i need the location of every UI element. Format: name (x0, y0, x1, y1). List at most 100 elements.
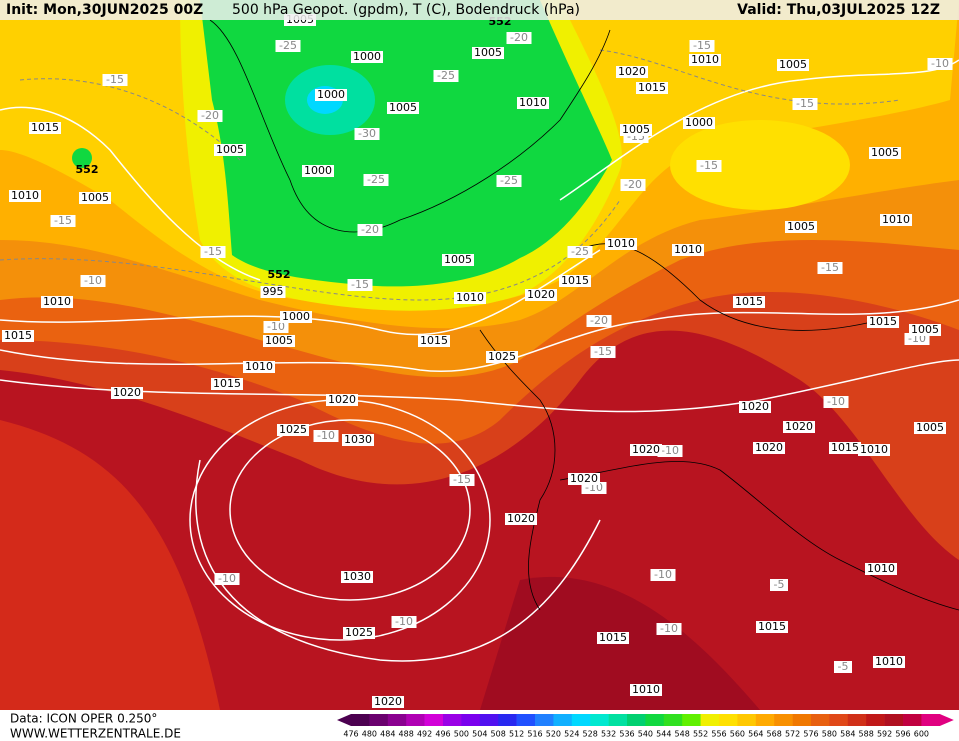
temperature-label: -15 (204, 245, 222, 258)
colorbar-cell (792, 714, 812, 726)
pressure-label-box (280, 311, 312, 323)
colorbar: 476 480 484 488 492 496 500 504 508 512 516 520 524 5… (337, 714, 954, 739)
temperature-label-box (586, 315, 612, 327)
temperature-label-box (834, 661, 852, 673)
pressure-label-box (630, 684, 662, 696)
pressure-label: 1030 (344, 433, 372, 446)
colorbar-label: 516 (527, 730, 542, 739)
pressure-label-box (873, 656, 905, 668)
pressure-label: 1020 (328, 393, 356, 406)
temperature-label: -25 (500, 174, 518, 187)
temperature-label: -10 (660, 622, 678, 635)
temperature-label: -10 (395, 615, 413, 628)
temperature-label-box (823, 396, 849, 408)
pressure-label: 1000 (304, 164, 332, 177)
field-zone (200, 0, 612, 287)
pressure-label: 1020 (741, 400, 769, 413)
init-time: Init: Mon,30JUN2025 00Z (6, 2, 203, 18)
colorbar-label: 568 (767, 730, 782, 739)
pressure-label: 1015 (599, 631, 627, 644)
colorbar-cell (755, 714, 775, 726)
colorbar-label: 564 (748, 730, 763, 739)
colorbar-label: 572 (785, 730, 800, 739)
pressure-label-box (517, 97, 549, 109)
pressure-label-box (909, 324, 941, 336)
pressure-label: 1010 (607, 237, 635, 250)
pressure-label: 1000 (317, 88, 345, 101)
temperature-label: -10 (931, 57, 949, 70)
colorbar-cell (461, 714, 481, 726)
colorbar-label: 488 (399, 730, 414, 739)
temperature-label: -30 (358, 127, 376, 140)
colorbar-cell (884, 714, 904, 726)
temperature-label: -15 (594, 345, 612, 358)
temperature-label-box (263, 321, 289, 333)
pressure-label: 1025 (279, 423, 307, 436)
pressure-label-box (341, 571, 373, 583)
pressure-label: 1005 (444, 253, 472, 266)
colorbar-label: 556 (711, 730, 726, 739)
colorbar-cell (719, 714, 738, 726)
temperature-label: -25 (367, 173, 385, 186)
pressure-label-box (486, 351, 518, 363)
pressure-label-box (689, 54, 721, 66)
colorbar-cell (663, 714, 683, 726)
temperature-label-box (80, 275, 106, 287)
colorbar-label: 596 (895, 730, 910, 739)
pressure-label: 1010 (691, 53, 719, 66)
pressure-label: 995 (263, 285, 284, 298)
pressure-label-box (41, 296, 73, 308)
pressure-label-box (525, 289, 557, 301)
colorbar-cell (866, 714, 885, 726)
colorbar-cell (921, 714, 941, 726)
pressure-label: 1010 (519, 96, 547, 109)
pressure-label-box (869, 147, 901, 159)
pressure-label-box (277, 424, 309, 436)
pressure-label-box (597, 632, 629, 644)
pressure-label-box (79, 192, 111, 204)
temperature-label: -25 (571, 245, 589, 258)
pressure-label: 1000 (282, 310, 310, 323)
temperature-label-box (567, 246, 593, 258)
colorbar-label: 496 (435, 730, 450, 739)
pressure-label-box (683, 117, 715, 129)
temperature-label: -25 (279, 39, 297, 52)
temperature-label-box (817, 262, 843, 274)
pressure-label: 1005 (871, 146, 899, 159)
colorbar-cell (498, 714, 517, 726)
pressure-label-box (630, 444, 662, 456)
colorbar-label: 560 (730, 730, 745, 739)
temperature-label-box (689, 40, 715, 52)
colorbar-label: 476 (343, 730, 358, 739)
pressure-label-box (387, 102, 419, 114)
colorbar-label: 580 (822, 730, 837, 739)
pressure-label-box (620, 124, 652, 136)
temperature-label: -10 (654, 568, 672, 581)
temperature-label: -15 (700, 159, 718, 172)
pressure-label: 1010 (867, 562, 895, 575)
colorbar-cell (829, 714, 849, 726)
pressure-label: 1020 (507, 512, 535, 525)
pressure-label: 1030 (343, 570, 371, 583)
temperature-label: -20 (624, 178, 642, 191)
temperature-label-box (214, 573, 240, 585)
pressure-label-box (733, 296, 765, 308)
pressure-label: 1015 (758, 620, 786, 633)
pressure-label: 1020 (755, 441, 783, 454)
pressure-label-box (315, 89, 347, 101)
pressure-label: 1010 (860, 443, 888, 456)
temperature-label: -10 (218, 572, 236, 585)
pressure-label: 1020 (570, 472, 598, 485)
pressure-label-box (472, 47, 504, 59)
temperature-label-box (354, 128, 380, 140)
pressure-label: 1005 (216, 143, 244, 156)
pressure-label-box (454, 292, 486, 304)
colorbar-cell (608, 714, 628, 726)
temperature-label: -15 (54, 214, 72, 227)
colorbar-cell (682, 714, 701, 726)
colorbar-arrow (939, 714, 954, 726)
pressure-label-box (9, 190, 41, 202)
pressure-label: 1005 (622, 123, 650, 136)
temperature-label-box (363, 174, 389, 186)
temperature-label-box (391, 616, 417, 628)
